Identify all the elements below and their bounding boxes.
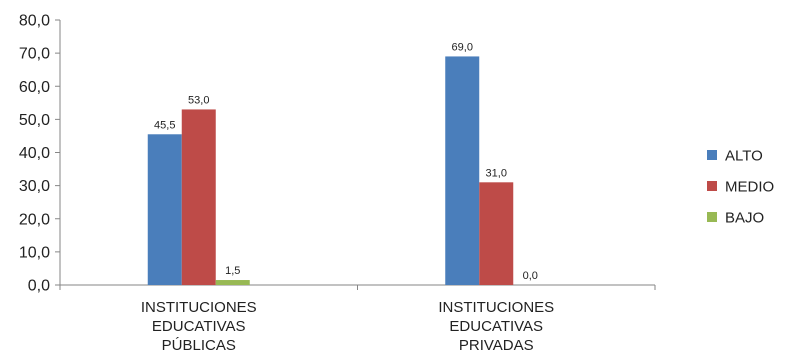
- x-category-label: PÚBLICAS: [162, 337, 236, 354]
- x-category-label: EDUCATIVAS: [449, 318, 543, 335]
- legend-swatch-bajo: [707, 212, 717, 222]
- bar-medio: [181, 109, 216, 285]
- y-tick-label: 40,0: [19, 145, 50, 162]
- x-category-label: PRIVADAS: [459, 337, 534, 354]
- legend-swatch-medio: [707, 181, 717, 191]
- data-label: 69,0: [452, 41, 473, 53]
- y-tick-label: 10,0: [19, 244, 50, 261]
- bar-alto: [445, 56, 480, 285]
- x-category-label: INSTITUCIONES: [438, 299, 554, 316]
- x-category-label: EDUCATIVAS: [152, 318, 246, 335]
- data-label: 53,0: [188, 94, 209, 106]
- data-label: 31,0: [486, 167, 507, 179]
- data-label: 0,0: [523, 270, 538, 282]
- y-tick-label: 0,0: [28, 278, 50, 295]
- legend-swatch-alto: [707, 150, 717, 160]
- y-tick-label: 50,0: [19, 112, 50, 129]
- legend-label-alto: ALTO: [725, 148, 763, 165]
- bar-medio: [479, 182, 514, 285]
- y-tick-label: 60,0: [19, 79, 50, 96]
- data-label: 45,5: [154, 119, 175, 131]
- bar-alto: [147, 134, 182, 285]
- legend-label-medio: MEDIO: [725, 179, 774, 196]
- x-category-label: INSTITUCIONES: [141, 299, 257, 316]
- legend-label-bajo: BAJO: [725, 210, 764, 227]
- y-tick-label: 80,0: [19, 13, 50, 30]
- y-tick-label: 30,0: [19, 178, 50, 195]
- data-label: 1,5: [225, 265, 240, 277]
- bar-bajo: [215, 280, 250, 285]
- y-tick-label: 70,0: [19, 46, 50, 63]
- y-tick-label: 20,0: [19, 211, 50, 228]
